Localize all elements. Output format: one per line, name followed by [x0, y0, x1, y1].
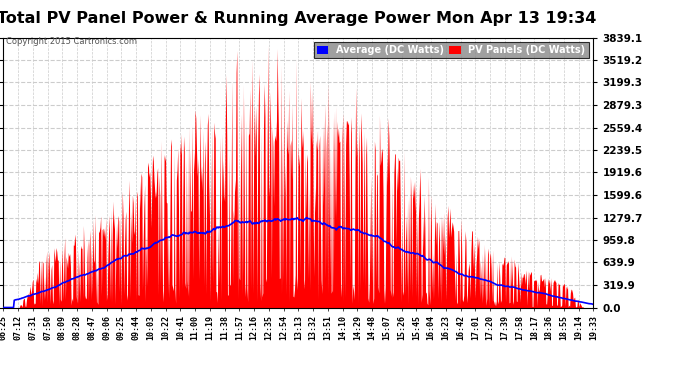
Text: Total PV Panel Power & Running Average Power Mon Apr 13 19:34: Total PV Panel Power & Running Average P… — [0, 11, 596, 26]
Text: Copyright 2015 Cartronics.com: Copyright 2015 Cartronics.com — [6, 38, 137, 46]
Legend: Average (DC Watts), PV Panels (DC Watts): Average (DC Watts), PV Panels (DC Watts) — [314, 42, 589, 58]
